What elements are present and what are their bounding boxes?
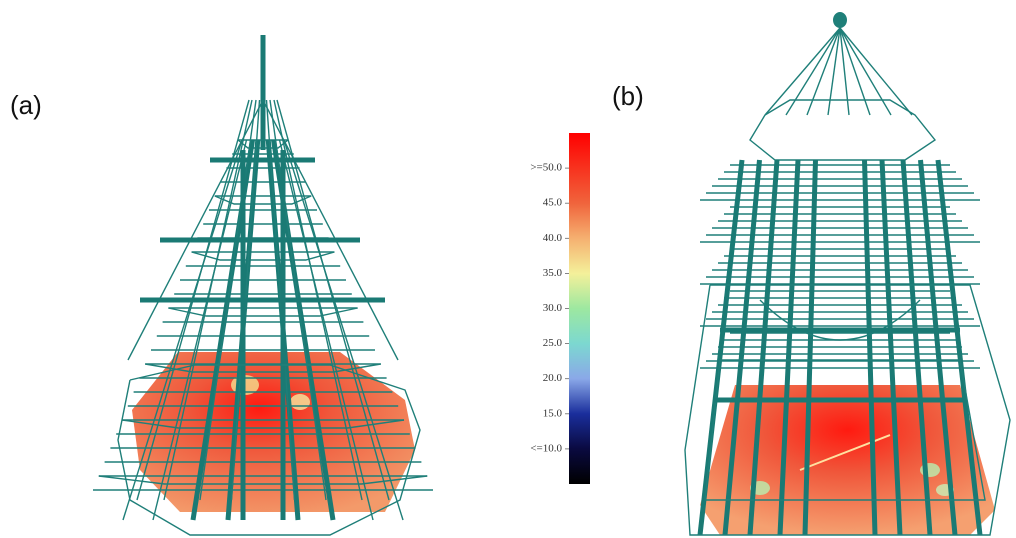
colorbar-ticks: >=50.0 45.0 40.0 35.0 30.0 25.0 20.0 15.0 <=10.0 [530, 162, 569, 455]
wire [786, 28, 840, 115]
colorbar-label: <=10.0 [530, 442, 562, 454]
wire [168, 308, 357, 316]
figure: (a) (b) >=50.0 45.0 40.0 35.0 30.0 25.0 20.0 15… [0, 0, 1016, 538]
wire [833, 12, 847, 28]
hot-spot [290, 394, 310, 410]
wire [807, 28, 840, 115]
colorbar-label: 15.0 [543, 407, 563, 419]
colorbar-label: 20.0 [543, 372, 563, 384]
colorbar-label: >=50.0 [530, 162, 562, 174]
panel-label: (b) [612, 81, 644, 111]
wire [192, 252, 335, 260]
wire [840, 28, 912, 115]
colorbar-label: 40.0 [543, 232, 563, 244]
colorbar [569, 133, 590, 484]
panel-label: (a) [10, 90, 42, 120]
wire [765, 28, 840, 115]
colorbar-label: 30.0 [543, 302, 563, 314]
colorbar-label: 35.0 [543, 267, 563, 279]
colorbar-label: 25.0 [543, 337, 563, 349]
wire [828, 28, 840, 115]
colorbar-label: 45.0 [543, 197, 563, 209]
wire [760, 300, 920, 340]
